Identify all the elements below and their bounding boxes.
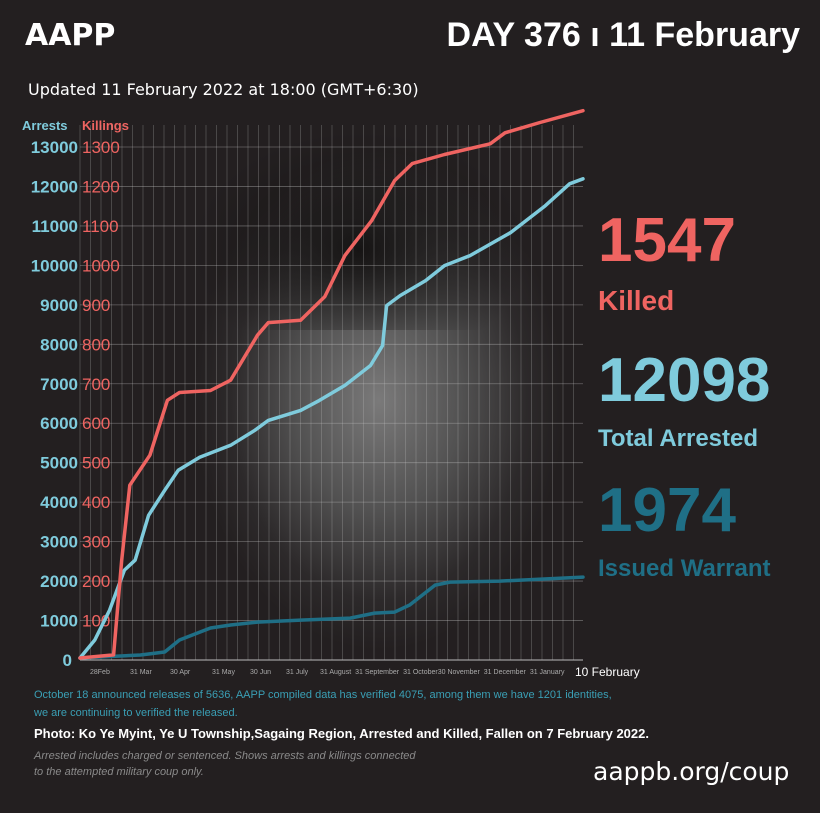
warrant-label: Issued Warrant — [598, 555, 771, 582]
arrests-tick-label: 2000 — [40, 572, 78, 591]
killings-tick-label: 900 — [82, 296, 110, 315]
arrests-tick-label: 13000 — [31, 138, 78, 157]
x-tick-label: 31 Mar — [130, 669, 152, 676]
x-tick-label: 31 December — [484, 669, 527, 676]
killings-tick-label: 200 — [82, 572, 110, 591]
warrant-value: 1974 — [598, 476, 736, 545]
website-link[interactable]: aappb.org/coup — [593, 757, 790, 786]
x-tick-label: 31 October30 November — [403, 669, 480, 676]
x-tick-label: 30 Apr — [170, 669, 191, 676]
arrests-tick-label: 12000 — [31, 177, 78, 196]
arrests-tick-label: 1000 — [40, 612, 78, 631]
killings-tick-label: 800 — [82, 335, 110, 354]
killings-tick-label: 700 — [82, 375, 110, 394]
x-tick-label: 31 September — [355, 669, 400, 676]
photo-credit: Photo: Ko Ye Myint, Ye U Township,Sagain… — [34, 726, 649, 741]
arrests-tick-label: 8000 — [40, 335, 78, 354]
x-tick-label: 28Feb — [90, 669, 110, 676]
killed-value: 1547 — [598, 206, 736, 275]
killings-axis-label: Killings — [82, 118, 129, 133]
issued-warrant-line — [78, 575, 585, 660]
x-tick-label: 31 July — [286, 669, 309, 676]
arrested-label: Total Arrested — [598, 425, 759, 452]
killings-line — [78, 108, 585, 660]
killings-tick-label: 300 — [82, 533, 110, 552]
arrests-tick-label: 3000 — [40, 533, 78, 552]
x-tick-label: 31 January — [530, 669, 565, 676]
arrests-tick-label: 7000 — [40, 375, 78, 394]
arrests-axis-label: Arrests — [22, 118, 68, 133]
arrests-line — [78, 177, 585, 660]
arrests-tick-label: 5000 — [40, 454, 78, 473]
logo: AAPP — [25, 18, 116, 53]
killed-label: Killed — [598, 285, 675, 316]
killings-tick-label: 1300 — [82, 138, 120, 157]
arrests-tick-label: 11000 — [32, 217, 78, 236]
disclaimer-1: Arrested includes charged or sentenced. … — [34, 750, 416, 762]
arrested-value: 12098 — [598, 346, 771, 415]
release-note-2: we are continuing to verified the releas… — [34, 707, 238, 719]
x-tick-label: 10 February — [575, 665, 640, 679]
killings-tick-label: 1100 — [82, 217, 119, 236]
killings-tick-label: 1000 — [82, 256, 120, 275]
arrests-tick-label: 9000 — [40, 296, 78, 315]
killings-tick-label: 600 — [82, 414, 110, 433]
arrests-tick-label: 10000 — [31, 256, 78, 275]
killings-tick-label: 1200 — [82, 177, 120, 196]
arrests-tick-label: 0 — [63, 651, 72, 670]
killings-tick-label: 400 — [82, 493, 110, 512]
x-tick-label: 31 August — [320, 669, 351, 676]
portrait-shadow — [190, 130, 530, 330]
updated-text: Updated 11 February 2022 at 18:00 (GMT+6… — [28, 80, 419, 99]
arrests-tick-label: 6000 — [40, 414, 78, 433]
x-tick-label: 31 May — [212, 669, 235, 676]
killings-tick-label: 500 — [82, 454, 110, 473]
release-note-1: October 18 announced releases of 5636, A… — [34, 689, 612, 701]
arrests-tick-label: 4000 — [40, 493, 78, 512]
disclaimer-2: to the attempted military coup only. — [34, 766, 204, 778]
chart: 0 1000 2000 3000 4000 5000 6000 7000 8000 9000 100… — [31, 108, 640, 679]
day-title: DAY 376 ı 11 February — [446, 16, 800, 54]
x-tick-label: 30 Jun — [250, 669, 271, 676]
